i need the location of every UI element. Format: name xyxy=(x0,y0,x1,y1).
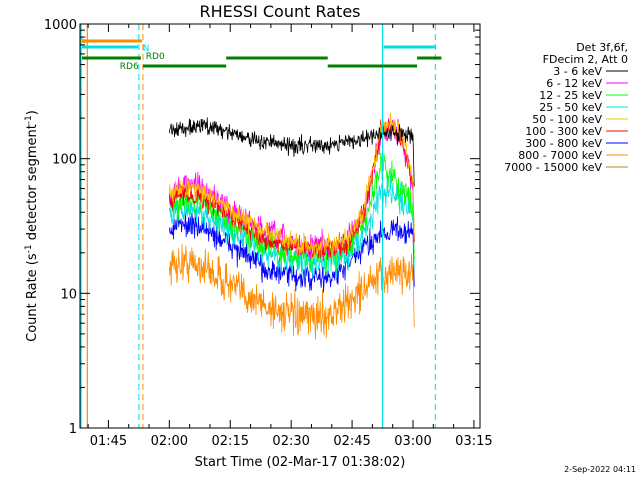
x-tick-label: 02:45 xyxy=(333,434,370,449)
y-axis-title-part2: detector segment xyxy=(25,124,40,244)
legend-label: 12 - 25 keV xyxy=(539,89,602,102)
chart-title: RHESSI Count Rates xyxy=(200,2,361,21)
legend-label: 25 - 50 keV xyxy=(539,101,602,114)
series-layer xyxy=(168,112,415,340)
series-line-4 xyxy=(168,112,415,258)
footer-timestamp: 2-Sep-2022 04:11 xyxy=(564,465,636,474)
axis-layer: 01:45 02:00 02:15 02:30 02:45 03:00 03:15 1 10 10… xyxy=(44,18,493,449)
y-axis-title-sup1: -1 xyxy=(24,244,34,253)
y-tick-label: 10 xyxy=(60,287,77,302)
legend-label: 50 - 100 keV xyxy=(532,113,602,126)
legend-label: 3 - 6 keV xyxy=(553,65,602,78)
x-axis-title: Start Time (02-Mar-17 01:38:02) xyxy=(195,455,406,470)
series-line-7 xyxy=(168,244,415,340)
y-axis-title-sup2: -1 xyxy=(24,115,34,124)
plot-frame xyxy=(79,23,481,429)
y-axis-title: Count Rate (s-1 detector segment-1) xyxy=(24,110,40,342)
legend-label: 300 - 800 keV xyxy=(525,137,602,150)
flag-letter-s: S xyxy=(81,36,87,46)
y-tick-label: 1 xyxy=(69,422,77,437)
x-tick-label: 03:15 xyxy=(455,434,492,449)
y-axis-title-part3: ) xyxy=(25,110,40,115)
y-tick-label: 1000 xyxy=(44,18,77,33)
flag-letter-n: N xyxy=(143,44,150,54)
x-tick-label: 02:30 xyxy=(272,434,309,449)
series-line-2 xyxy=(168,152,415,274)
attenuator-label-rd0: RD0 xyxy=(146,52,165,62)
legend-label: 100 - 300 keV xyxy=(525,125,602,138)
x-tick-label: 02:15 xyxy=(212,434,249,449)
legend-label: 7000 - 15000 keV xyxy=(504,161,602,174)
legend-label: 6 - 12 keV xyxy=(546,77,602,90)
legend-label: 800 - 7000 keV xyxy=(518,149,602,162)
attenuator-label-rd6: RD6 xyxy=(120,62,139,72)
legend-header: Det 3f,6f, xyxy=(576,41,628,54)
y-tick-label: 100 xyxy=(52,153,77,168)
x-tick-label: 03:00 xyxy=(394,434,431,449)
series-line-0 xyxy=(168,117,415,187)
x-tick-label: 01:45 xyxy=(90,434,127,449)
y-axis-title-part1: Count Rate (s xyxy=(25,253,40,342)
legend-header: FDecim 2, Att 0 xyxy=(543,53,628,66)
x-tick-label: 02:00 xyxy=(151,434,188,449)
